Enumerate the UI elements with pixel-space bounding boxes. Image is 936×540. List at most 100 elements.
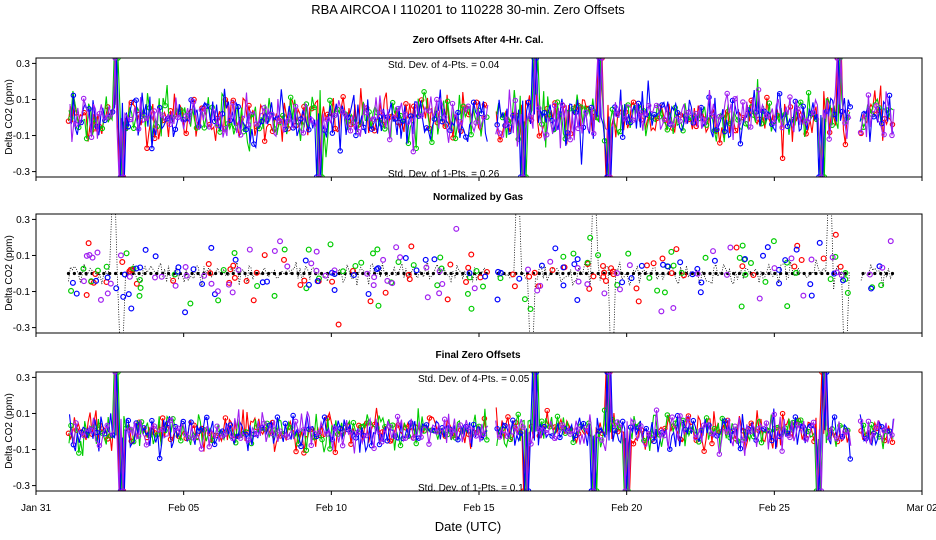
gas-point (130, 438, 137, 445)
gas-point (723, 271, 730, 278)
gas-point (779, 410, 786, 417)
gas-point (227, 422, 234, 428)
reference-point (443, 271, 447, 276)
gas-point (449, 100, 456, 107)
gas-point (253, 121, 260, 127)
gas-point (422, 256, 429, 263)
gas-point (505, 414, 511, 420)
gas-point (645, 102, 652, 109)
gas-point (199, 281, 206, 288)
gas-point (261, 252, 268, 259)
x-tick-label: Feb 05 (168, 503, 200, 514)
reference-point (561, 271, 565, 276)
gas-point (418, 113, 424, 119)
gas-point (739, 242, 746, 249)
gas-point (375, 265, 382, 272)
gas-point (149, 145, 155, 152)
gas-point (831, 414, 838, 420)
gas-point (426, 415, 433, 421)
panel-zero-offsets-after-cal: Zero Offsets After 4-Hr. Cal. Delta CO2 … (4, 35, 923, 181)
gas-point (89, 254, 96, 261)
gas-point (766, 100, 773, 106)
gas-point (574, 264, 581, 271)
gas-point (677, 259, 684, 266)
reference-point (266, 271, 271, 276)
gas-point (598, 58, 605, 61)
gas-point (889, 439, 896, 446)
gas-point (711, 257, 718, 264)
gas-point (80, 95, 87, 102)
main-title: RBA AIRCOA I 110201 to 110228 30-min. Ze… (311, 2, 625, 17)
gas-point (756, 295, 763, 302)
gas-point (551, 102, 558, 109)
gas-point (787, 94, 793, 100)
gas-point (277, 428, 283, 434)
gas-point (259, 279, 266, 286)
gas-point (517, 430, 524, 436)
reference-point (584, 271, 589, 276)
gas-point (172, 126, 179, 133)
gas-point (204, 103, 210, 109)
gas-point (771, 411, 778, 418)
gas-point (630, 440, 637, 447)
gas-point (350, 419, 357, 426)
gas-point (73, 290, 80, 297)
gas-point (128, 426, 134, 433)
gas-point (473, 267, 480, 274)
gas-point (694, 265, 701, 272)
reference-point (425, 271, 430, 276)
reference-point (66, 271, 71, 276)
reference-point (702, 271, 706, 276)
gas-point (619, 134, 626, 140)
gas-point (787, 434, 793, 441)
gas-point (389, 99, 396, 106)
gas-point (750, 271, 757, 278)
gas-point (436, 290, 443, 297)
x-tick-label: Feb 20 (611, 503, 643, 514)
reference-point (737, 271, 742, 276)
gas-point (833, 269, 840, 276)
reference-point (731, 271, 736, 276)
gas-point (465, 264, 472, 271)
reference-point (308, 271, 312, 276)
gas-point (531, 372, 537, 375)
gas-point (397, 442, 404, 449)
x-tick-label: Feb 15 (463, 503, 495, 514)
gas-point (382, 126, 388, 132)
gas-point (332, 425, 338, 432)
gas-point (434, 282, 441, 289)
gas-point (413, 267, 420, 274)
gas-point (151, 108, 158, 114)
reference-point (649, 271, 653, 276)
gas-point (337, 425, 343, 432)
gas-point (693, 434, 699, 441)
reference-point (520, 271, 524, 276)
gas-point (724, 417, 731, 424)
gas-point (574, 256, 581, 263)
x-tick-label: Feb 10 (316, 503, 348, 514)
gas-point (175, 425, 181, 431)
gas-point (335, 321, 342, 328)
gas-point (551, 435, 558, 442)
gas-point (601, 290, 608, 297)
gas-point (826, 136, 832, 142)
gas-point (423, 422, 430, 428)
gas-point (201, 125, 208, 131)
gas-point (547, 258, 554, 265)
reference-point (784, 271, 789, 276)
gas-point (204, 414, 210, 421)
reference-point (890, 271, 895, 276)
gas-point (630, 99, 637, 106)
gas-point (332, 112, 338, 119)
gas-point (284, 434, 291, 440)
gas-point (243, 278, 250, 285)
gas-point (292, 103, 299, 110)
gas-point (355, 429, 362, 435)
gas-point (80, 265, 87, 272)
reference-point (231, 271, 235, 276)
gas-point (83, 292, 90, 299)
gas-point (653, 102, 660, 109)
gas-point (643, 262, 650, 269)
gas-point (73, 121, 79, 128)
gas-point (802, 118, 809, 125)
